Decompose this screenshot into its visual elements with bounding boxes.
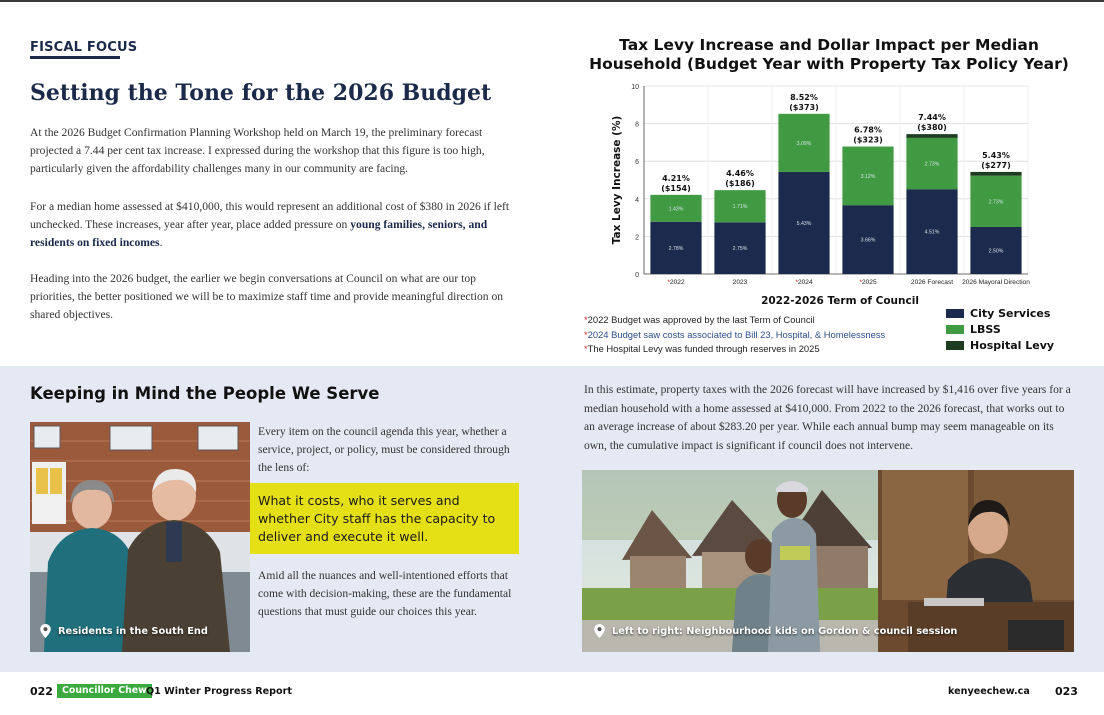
residents-photo xyxy=(30,422,250,652)
x-tick-label: *2022 xyxy=(667,279,685,286)
bar-data-label: 4.51% xyxy=(925,230,940,236)
bar-data-label: 1.71% xyxy=(733,204,748,210)
bar-data-label: 2.73% xyxy=(989,199,1004,205)
chart-title: Tax Levy Increase and Dollar Impact per … xyxy=(589,36,1069,73)
location-pin-icon xyxy=(40,624,51,638)
band-heading: Keeping in Mind the People We Serve xyxy=(30,384,380,403)
report-title: Q1 Winter Progress Report xyxy=(146,686,292,697)
bar-data-label: 3.66% xyxy=(861,238,876,244)
bar-segment xyxy=(970,171,1022,176)
legend-city-services: City Services xyxy=(946,306,1054,321)
agenda-paragraph: Every item on the council agenda this ye… xyxy=(258,425,510,474)
paragraph-median-home: For a median home assessed at $410,000, … xyxy=(30,198,522,252)
bar-segment xyxy=(650,221,702,274)
chart-legend: City Services LBSS Hospital Levy xyxy=(946,306,1054,354)
bar-data-label: 1.43% xyxy=(669,206,684,212)
footnote-2025: *The Hospital Levy was funded through re… xyxy=(584,343,820,354)
bar-total-label: 4.46% xyxy=(726,169,754,178)
x-tick-label: *2025 xyxy=(859,279,877,286)
top-rule xyxy=(0,0,1104,2)
bar-dollar-label: ($323) xyxy=(853,136,883,145)
bar-segment xyxy=(970,175,1022,227)
bar-segment xyxy=(842,205,894,274)
paragraph-workshop: At the 2026 Budget Confirmation Planning… xyxy=(30,126,485,175)
bar-dollar-label: ($373) xyxy=(789,103,819,112)
x-tick-label: 2026 Forecast xyxy=(911,279,953,286)
p2-emphasis: young families, seniors, and residents o… xyxy=(30,218,488,249)
paragraph-priorities: Heading into the 2026 budget, the earlie… xyxy=(30,272,504,321)
tax-levy-chart: 0 2 4 6 8 10 Tax Levy Increase (%) 2.78% 1.43% 4.… xyxy=(611,84,1030,307)
bar-dollar-label: ($154) xyxy=(661,184,691,193)
bar-segment xyxy=(714,222,766,274)
legend-swatch xyxy=(946,325,964,334)
bar-segment xyxy=(778,171,830,274)
bar-segment xyxy=(906,189,958,274)
bar-data-label: 2.75% xyxy=(733,246,748,252)
y-tick-label: 0 xyxy=(635,272,639,279)
bar-data-label: 2.78% xyxy=(669,246,684,252)
y-tick-label: 4 xyxy=(635,197,639,204)
x-tick-label: 2023 xyxy=(733,279,748,286)
legend-lbss: LBSS xyxy=(946,322,1054,337)
x-axis-label: 2022-2026 Term of Council xyxy=(761,295,919,307)
bar-data-label: 3.12% xyxy=(861,174,876,180)
bar-total-label: 4.21% xyxy=(662,174,690,183)
caption-text: Residents in the South End xyxy=(58,625,208,637)
bar-dollar-label: ($277) xyxy=(981,161,1011,170)
bar-total-label: 5.43% xyxy=(982,151,1010,160)
page-footer: 022 Councillor Chew Q1 Winter Progress R… xyxy=(0,680,1104,702)
section-kicker: FISCAL FOCUS xyxy=(30,40,138,55)
bar-segment xyxy=(650,194,702,222)
bar-data-label: 5.43% xyxy=(797,221,812,227)
p2-period: . xyxy=(159,236,163,249)
legend-hospital-levy: Hospital Levy xyxy=(946,338,1054,353)
nuances-paragraph: Amid all the nuances and well-intentione… xyxy=(258,569,512,618)
y-tick-label: 10 xyxy=(631,84,639,91)
bar-segment xyxy=(970,227,1022,274)
bar-segment xyxy=(906,134,958,138)
neighbourhood-council-photo xyxy=(582,470,1074,652)
bar-data-label: 2.73% xyxy=(925,162,940,168)
bar-total-label: 7.44% xyxy=(918,113,946,122)
page-number-left: 022 xyxy=(30,685,53,698)
photo-caption-left: Residents in the South End xyxy=(40,624,208,638)
x-tick-label: *2024 xyxy=(795,279,813,286)
bar-dollar-label: ($186) xyxy=(725,179,755,188)
bar-data-label: 3.09% xyxy=(797,141,812,147)
page-number-right: 023 xyxy=(1055,685,1078,698)
bar-total-label: 8.52% xyxy=(790,93,818,102)
footnote-2024[interactable]: *2024 Budget saw costs associated to Bil… xyxy=(584,328,886,340)
y-tick-label: 2 xyxy=(635,234,639,241)
footnote-2022: *2022 Budget was approved by the last Te… xyxy=(584,314,815,325)
p2-text: For a median home assessed at $410,000, … xyxy=(30,200,510,231)
councillor-badge: Councillor Chew xyxy=(57,684,152,698)
x-tick-label: 2026 Mayoral Direction xyxy=(962,279,1030,286)
y-tick-label: 6 xyxy=(635,159,639,166)
location-pin-icon xyxy=(594,624,605,638)
kicker-underline xyxy=(30,56,120,59)
bar-dollar-label: ($380) xyxy=(917,123,947,132)
legend-swatch xyxy=(946,341,964,350)
bar-segment xyxy=(714,190,766,223)
y-axis-label: Tax Levy Increase (%) xyxy=(611,116,623,245)
bar-segment xyxy=(842,146,894,206)
bar-data-label: 2.50% xyxy=(989,249,1004,255)
page-headline: Setting the Tone for the 2026 Budget xyxy=(30,80,492,106)
legend-swatch xyxy=(946,309,964,318)
photo-caption-right: Left to right: Neighbourhood kids on Gor… xyxy=(594,624,957,638)
bar-segment xyxy=(778,113,830,172)
bar-segment xyxy=(906,137,958,190)
y-tick-label: 8 xyxy=(635,122,639,129)
bar-total-label: 6.78% xyxy=(854,126,882,135)
chart-footnotes: *2022 Budget was approved by the last Te… xyxy=(584,313,924,357)
estimate-paragraph: In this estimate, property taxes with th… xyxy=(584,383,1071,452)
website-link[interactable]: kenyeechew.ca xyxy=(948,686,1030,697)
caption-text: Left to right: Neighbourhood kids on Gor… xyxy=(612,625,958,637)
highlight-callout: What it costs, who it serves and whether… xyxy=(250,483,519,554)
